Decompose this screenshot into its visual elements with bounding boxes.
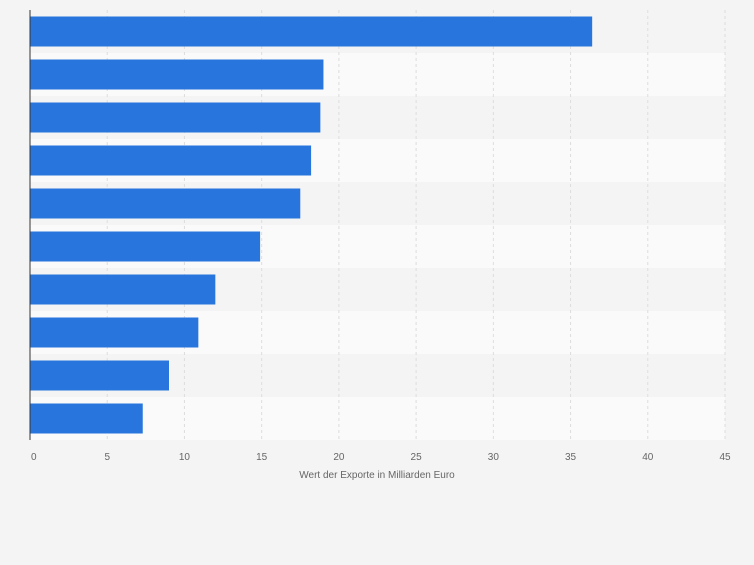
x-tick-label: 0 xyxy=(31,452,37,463)
x-tick-label: 5 xyxy=(104,452,110,463)
bars xyxy=(30,16,593,434)
x-axis-label: Wert der Exporte in Milliarden Euro xyxy=(299,470,455,481)
x-tick-label: 25 xyxy=(411,452,423,463)
x-tick-label: 45 xyxy=(719,452,731,463)
x-tick-label: 10 xyxy=(179,452,191,463)
bar xyxy=(30,403,143,434)
bar xyxy=(30,145,312,176)
bar xyxy=(30,102,321,133)
x-tick-label: 40 xyxy=(642,452,654,463)
bar xyxy=(30,188,301,219)
bar xyxy=(30,274,216,305)
x-tick-label: 20 xyxy=(333,452,345,463)
bar xyxy=(30,231,261,262)
x-tick-label: 30 xyxy=(488,452,500,463)
x-tick-label: 35 xyxy=(565,452,577,463)
bar xyxy=(30,16,593,47)
bar xyxy=(30,317,199,348)
x-tick-labels: 0 5 10 15 20 25 30 35 40 45 xyxy=(31,452,731,463)
bar xyxy=(30,59,324,90)
bar xyxy=(30,360,169,391)
x-tick-label: 15 xyxy=(256,452,268,463)
row-band xyxy=(30,397,725,440)
